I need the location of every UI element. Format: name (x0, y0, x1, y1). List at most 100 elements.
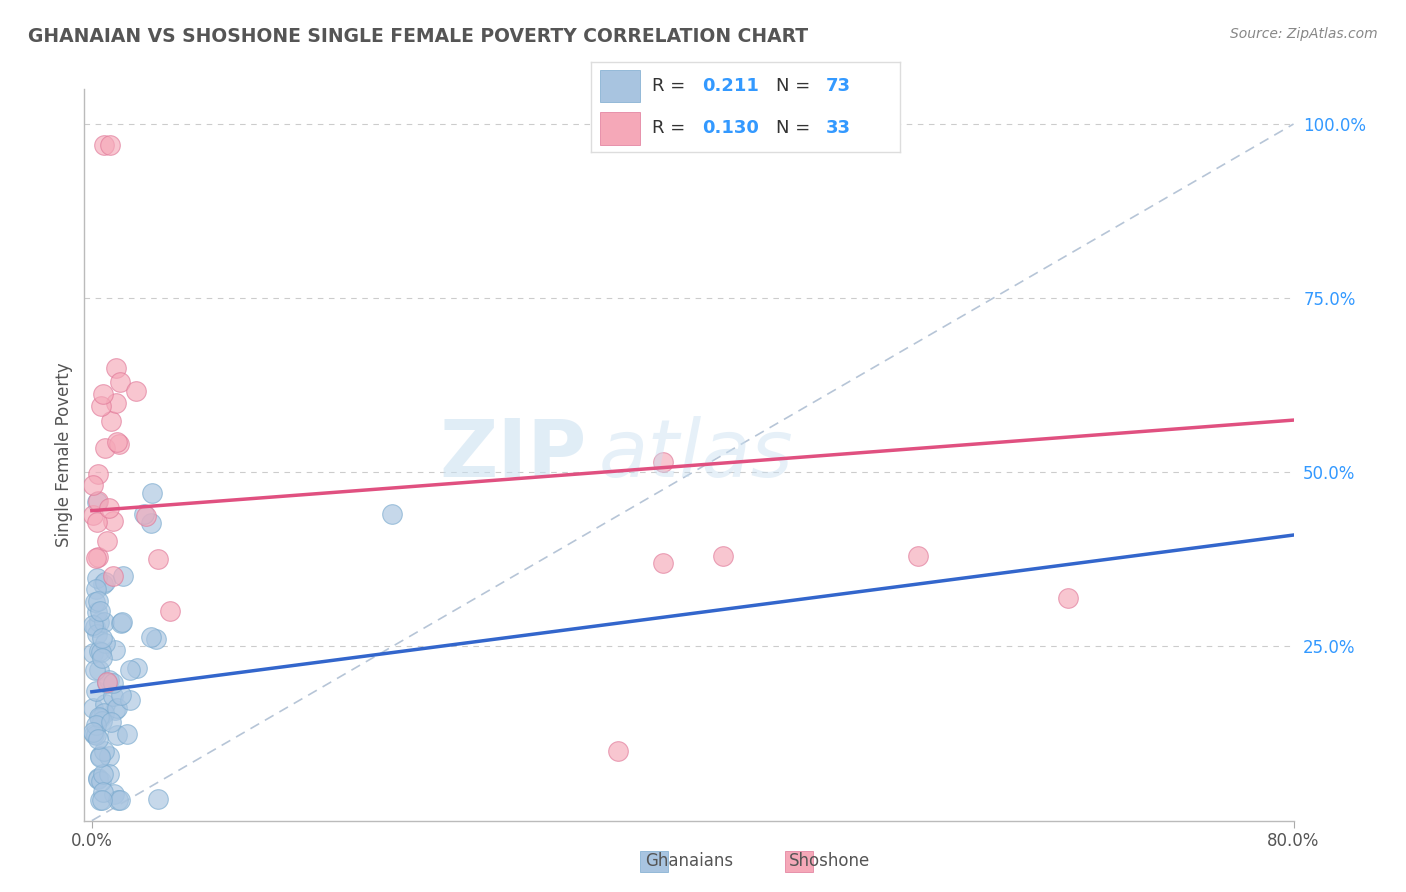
Point (91, 576, 114, 591)
Point (84, 684, 107, 698)
Point (606, 744, 628, 758)
Point (146, 792, 169, 806)
Point (100, 714, 122, 729)
Point (101, 514, 124, 528)
Point (101, 569, 124, 583)
Point (159, 604, 181, 618)
Point (96, 676, 118, 690)
Point (105, 701, 128, 715)
Point (96, 674, 118, 689)
Point (87, 731, 110, 746)
Point (907, 549, 929, 563)
Point (90, 793, 112, 807)
Point (97, 749, 120, 764)
Point (125, 384, 148, 398)
Point (91, 785, 114, 799)
Point (381, 507, 404, 521)
Point (94, 575, 117, 590)
Bar (600, 112, 640, 145)
Text: 33: 33 (825, 119, 851, 136)
Text: N =: N = (776, 77, 815, 95)
Text: R =: R = (652, 77, 692, 95)
Point (110, 688, 132, 702)
Point (108, 793, 131, 807)
Point (104, 360, 127, 375)
Point (87, 594, 110, 608)
Point (87, 710, 110, 724)
Point (118, 693, 141, 707)
Point (111, 615, 134, 629)
Point (86, 516, 108, 530)
Point (651, 556, 673, 570)
Point (110, 616, 132, 631)
Point (135, 509, 157, 524)
Point (141, 486, 163, 500)
Point (84, 582, 107, 596)
Point (87, 467, 110, 482)
Point (82, 701, 104, 715)
Text: GHANAIAN VS SHOSHONE SINGLE FEMALE POVERTY CORRELATION CHART: GHANAIAN VS SHOSHONE SINGLE FEMALE POVER… (28, 27, 808, 45)
Point (93, 706, 115, 720)
Point (94, 697, 117, 711)
Point (87, 494, 110, 508)
Point (89, 793, 111, 807)
Point (93, 615, 115, 629)
Point (83, 727, 105, 741)
Point (115, 727, 138, 741)
Text: Ghanaians: Ghanaians (645, 852, 733, 870)
Point (90, 399, 112, 413)
Text: 0.211: 0.211 (702, 77, 759, 95)
Point (89, 604, 111, 618)
Point (105, 395, 128, 409)
Point (87, 772, 110, 786)
Point (148, 552, 170, 566)
Point (90, 631, 112, 645)
Point (108, 436, 131, 450)
Point (87, 772, 110, 786)
Text: atlas: atlas (599, 416, 793, 494)
Point (84, 594, 107, 608)
Text: N =: N = (776, 119, 815, 136)
Point (86, 570, 108, 584)
Point (82, 618, 104, 632)
Point (90, 714, 112, 728)
Point (93, 137, 115, 152)
Point (89, 749, 111, 764)
Point (91, 387, 114, 401)
Point (93, 636, 115, 650)
Point (110, 375, 132, 389)
Point (105, 728, 128, 742)
Text: 73: 73 (825, 77, 851, 95)
Point (101, 676, 124, 690)
Point (98, 673, 121, 688)
Point (86, 495, 108, 509)
Point (89, 615, 111, 629)
Point (91, 767, 114, 781)
Point (105, 435, 128, 450)
Point (82, 646, 104, 660)
Text: Source: ZipAtlas.com: Source: ZipAtlas.com (1230, 27, 1378, 41)
Point (97, 767, 120, 781)
Point (87, 550, 110, 565)
Bar (600, 70, 640, 102)
Point (86, 718, 108, 732)
Point (104, 643, 127, 657)
Point (82, 725, 104, 739)
Point (104, 703, 127, 717)
Point (84, 620, 107, 634)
Point (86, 627, 108, 641)
Point (1057, 591, 1080, 605)
Point (90, 645, 112, 659)
Text: Shoshone: Shoshone (789, 852, 870, 870)
Point (139, 516, 162, 530)
Point (90, 651, 112, 665)
Point (98, 500, 121, 515)
Point (134, 507, 156, 521)
Point (711, 549, 734, 563)
Point (101, 689, 124, 703)
Point (125, 661, 148, 675)
Point (103, 787, 125, 801)
Text: 0.130: 0.130 (702, 119, 759, 136)
Point (93, 744, 115, 758)
Point (86, 550, 108, 565)
